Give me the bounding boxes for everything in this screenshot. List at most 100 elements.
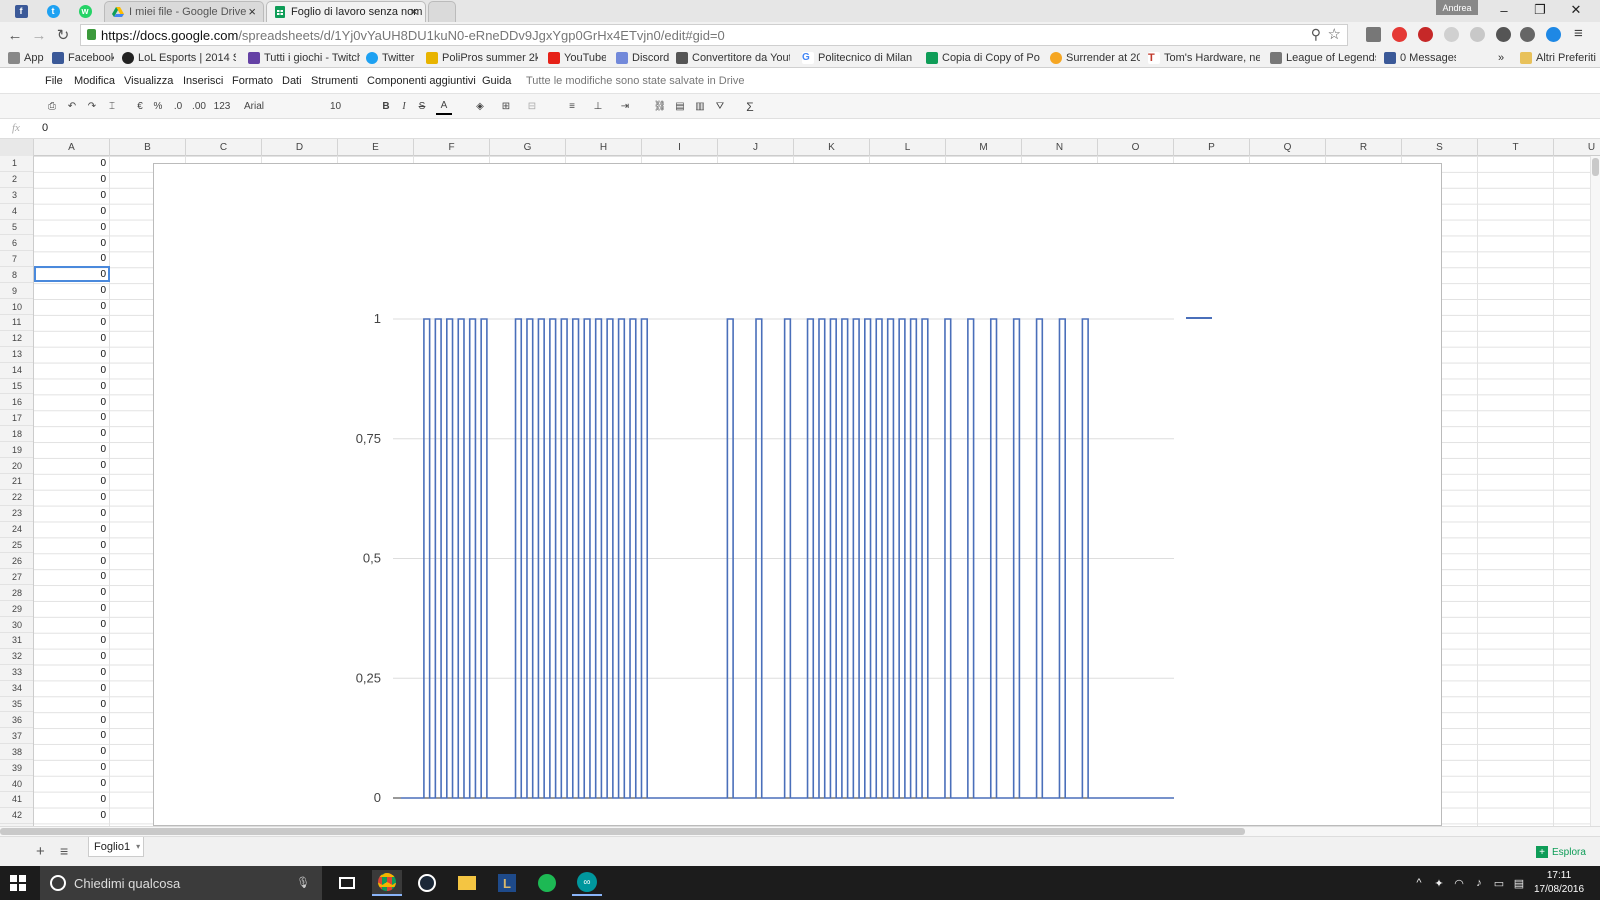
puzzle-extension-icon[interactable]	[1470, 27, 1485, 42]
menu-guida[interactable]: Guida	[482, 75, 512, 87]
text-color-button[interactable]: A	[436, 98, 452, 115]
insert-chart-icon[interactable]: ▥	[695, 101, 705, 112]
cell-a[interactable]: 0	[100, 587, 106, 599]
bookmark-twitter[interactable]: Twitter	[366, 51, 416, 65]
row-header[interactable]: 8	[0, 267, 33, 284]
number-format-dropdown[interactable]: 123	[213, 101, 231, 112]
vertical-scrollbar[interactable]	[1590, 156, 1600, 826]
cell-a[interactable]: 0	[100, 571, 106, 583]
bookmark-youtube[interactable]: YouTube	[548, 51, 606, 65]
menu-file[interactable]: File	[45, 75, 63, 87]
row-header[interactable]: 13	[0, 347, 33, 363]
italic-button[interactable]: I	[402, 101, 406, 112]
borders-icon[interactable]: ⊞	[501, 101, 511, 112]
print-icon[interactable]: ⎙	[48, 101, 56, 112]
explore-button[interactable]: + Esplora	[1536, 844, 1594, 860]
cell-a[interactable]: 0	[100, 332, 106, 344]
spotify-icon[interactable]	[532, 870, 562, 896]
cell-a[interactable]: 0	[100, 650, 106, 662]
bookmark-copia-pokemon[interactable]: Copia di Copy of Poke	[926, 51, 1040, 65]
selected-cell[interactable]	[34, 266, 110, 283]
all-sheets-icon[interactable]: ≡	[60, 843, 69, 859]
cell-a[interactable]: 0	[100, 794, 106, 805]
menu-componenti-aggiuntivi[interactable]: Componenti aggiuntivi	[367, 75, 476, 87]
cell-a[interactable]: 0	[100, 603, 106, 615]
row-header[interactable]: 3	[0, 188, 33, 204]
row-header[interactable]: 29	[0, 601, 33, 618]
steam-taskbar-icon[interactable]	[412, 870, 442, 896]
row-header[interactable]: 12	[0, 331, 33, 347]
row-header[interactable]: 2	[0, 172, 33, 188]
opera-extension-icon[interactable]	[1392, 27, 1407, 42]
cell-a[interactable]: 0	[100, 348, 106, 360]
column-header[interactable]: O	[1098, 139, 1174, 156]
strikethrough-button[interactable]: S	[418, 101, 426, 112]
zoom-icon[interactable]: ⚲	[1310, 26, 1321, 42]
row-header[interactable]: 15	[0, 379, 33, 395]
row-header[interactable]: 11	[0, 315, 33, 331]
pinned-tab-facebook[interactable]: f	[6, 2, 36, 20]
row-header[interactable]: 32	[0, 649, 33, 665]
add-sheet-icon[interactable]: +	[36, 843, 45, 860]
column-header[interactable]: E	[338, 139, 414, 156]
cell-a[interactable]: 0	[100, 666, 106, 678]
bookmark-lol-esports[interactable]: LoL Esports | 2014 Se	[122, 51, 236, 65]
tab-spreadsheet[interactable]: Foglio di lavoro senza nom ×	[266, 1, 426, 22]
horizontal-align-icon[interactable]: ≡	[569, 101, 575, 112]
pinned-tab-twitter[interactable]: t	[38, 2, 68, 20]
bookmark-facebook[interactable]: Facebook	[52, 51, 114, 65]
cell-a[interactable]: 0	[100, 523, 106, 535]
cell-a[interactable]: 0	[100, 555, 106, 567]
microphone-icon[interactable]: 🎙	[296, 877, 310, 889]
row-header[interactable]: 39	[0, 760, 33, 777]
restore-icon[interactable]: ❐	[1534, 2, 1546, 17]
row-header[interactable]: 18	[0, 426, 33, 443]
row-header[interactable]: 20	[0, 458, 33, 474]
column-header[interactable]: H	[566, 139, 642, 156]
menu-dati[interactable]: Dati	[282, 75, 302, 87]
undo-icon[interactable]: ↶	[67, 101, 77, 112]
row-header[interactable]: 23	[0, 506, 33, 522]
row-header[interactable]: 35	[0, 697, 33, 713]
cell-a[interactable]: 0	[100, 778, 106, 790]
dropbox-icon[interactable]: ✦	[1434, 877, 1444, 890]
cell-a[interactable]: 0	[100, 205, 106, 217]
cell-a[interactable]: 0	[100, 491, 106, 503]
bookmark-politecnico[interactable]: G Politecnico di Milano	[802, 52, 912, 64]
row-header[interactable]: 28	[0, 585, 33, 602]
more-bookmarks-chevron-icon[interactable]: »	[1498, 52, 1505, 64]
cell-a[interactable]: 0	[100, 635, 106, 646]
cell-a[interactable]: 0	[100, 317, 106, 328]
cell-a[interactable]: 0	[100, 253, 106, 265]
row-header[interactable]: 33	[0, 665, 33, 681]
merge-cells-icon[interactable]: ⊟	[527, 101, 537, 112]
select-all-corner[interactable]	[0, 139, 34, 156]
cell-a[interactable]: 0	[100, 189, 106, 201]
row-header[interactable]: 16	[0, 395, 33, 411]
cell-a[interactable]: 0	[100, 428, 106, 440]
arduino-icon[interactable]: ∞	[572, 870, 602, 896]
insert-comment-icon[interactable]: ▤	[675, 101, 685, 112]
column-header[interactable]: T	[1478, 139, 1554, 156]
row-header[interactable]: 40	[0, 776, 33, 792]
embedded-chart[interactable]: 0 0,25 0,5 0,75 1	[153, 163, 1442, 826]
battery-icon[interactable]: ▭	[1493, 877, 1505, 890]
bookmark-twitch[interactable]: Tutti i giochi - Twitch	[248, 51, 360, 65]
cell-a[interactable]: 0	[100, 380, 106, 392]
cell-a[interactable]: 0	[100, 507, 106, 519]
increase-decimals-button[interactable]: .00	[192, 101, 206, 112]
column-header[interactable]: N	[1022, 139, 1098, 156]
extension-icon[interactable]	[1496, 27, 1511, 42]
row-header[interactable]: 10	[0, 299, 33, 315]
bookmark-discord[interactable]: Discord	[616, 51, 670, 65]
row-header[interactable]: 26	[0, 554, 33, 570]
row-header[interactable]: 36	[0, 713, 33, 729]
row-header[interactable]: 17	[0, 410, 33, 427]
cell-a[interactable]: 0	[100, 746, 106, 758]
cell-a[interactable]: 0	[100, 682, 106, 694]
formula-input[interactable]: 0	[42, 122, 49, 134]
cell-a[interactable]: 0	[100, 460, 106, 472]
cell-a[interactable]: 0	[100, 619, 106, 631]
pinned-tab-whatsapp[interactable]: w	[70, 2, 100, 20]
column-header[interactable]: F	[414, 139, 490, 156]
